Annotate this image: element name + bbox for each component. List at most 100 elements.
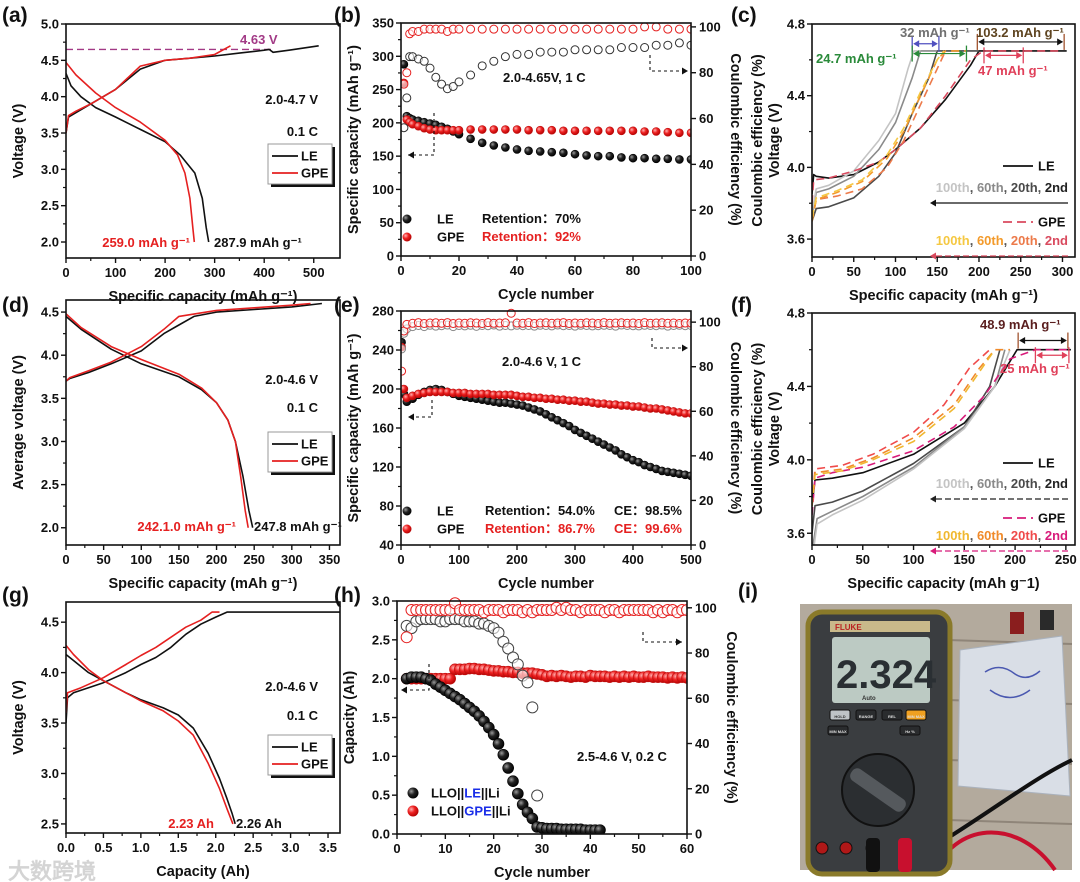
data-point-gpe-ce bbox=[674, 24, 684, 34]
legend-cycle-part: 100th bbox=[936, 476, 970, 491]
y-tick-label: 2.5 bbox=[41, 477, 59, 492]
arrowhead-icon bbox=[978, 38, 985, 46]
y-tick-label: 300 bbox=[372, 49, 394, 64]
y-tick-label: 200 bbox=[372, 115, 394, 130]
x-tick-label: 0 bbox=[62, 552, 69, 567]
x-tick-label: 200 bbox=[154, 265, 176, 280]
y-axis-label: Average voltage (V) bbox=[11, 355, 27, 490]
x-tick-label: 300 bbox=[564, 552, 586, 567]
x-tick-label: 0 bbox=[62, 265, 69, 280]
x-tick-label: 250 bbox=[243, 552, 265, 567]
data-point-le-ce bbox=[512, 49, 522, 59]
x-tick-label: 200 bbox=[968, 264, 990, 279]
y-tick-label: 2.0 bbox=[41, 235, 59, 250]
data-point-le-ce bbox=[500, 52, 510, 62]
y-tick-label: 4.0 bbox=[41, 348, 59, 363]
series-line-le-charge bbox=[66, 302, 322, 382]
y2-axis-label: Coulombic efficiency (%) bbox=[727, 342, 743, 515]
pouch-cell-marking bbox=[984, 666, 1041, 699]
data-point-gpe-capacity bbox=[489, 125, 499, 134]
x-tick-label: 60 bbox=[680, 841, 694, 856]
legend-marker bbox=[402, 506, 412, 516]
data-point-le-capacity bbox=[628, 153, 638, 163]
x-tick-label: 100 bbox=[680, 263, 702, 278]
series-line-le-20th bbox=[812, 349, 1001, 534]
x-tick-label: 500 bbox=[303, 265, 325, 280]
data-point-le-ce bbox=[582, 45, 592, 55]
multimeter-button bbox=[905, 709, 927, 721]
y2-tick-label: 40 bbox=[699, 157, 713, 172]
dial-pointer bbox=[850, 768, 906, 812]
data-point-gpe-capacity bbox=[640, 127, 649, 136]
chart-panel-f: 0 50 100 150 200 250 3.6 4.0 4.4 4.8 Specific capa… bbox=[750, 306, 1077, 593]
data-point-le-capacity bbox=[663, 154, 673, 164]
annotation-label: 0.1 C bbox=[287, 124, 319, 139]
data-point-le-ce bbox=[511, 658, 524, 671]
series-line-le-60th bbox=[812, 349, 1006, 545]
data-point-gpe-ce bbox=[570, 24, 580, 34]
annotation-label: 2.0-4.65V, 1 C bbox=[503, 70, 586, 85]
data-point-le-ce bbox=[547, 47, 557, 57]
series-line-gpe-100th bbox=[812, 349, 996, 506]
legend-cycle-part: 2nd bbox=[1045, 233, 1068, 248]
data-point-gpe-capacity bbox=[524, 125, 533, 135]
arrowhead-icon bbox=[1057, 38, 1064, 46]
legend-cycle-part: , bbox=[1038, 476, 1045, 491]
series-line-gpe-20th bbox=[812, 349, 991, 506]
plot-frame bbox=[65, 23, 341, 259]
data-point-le-ce bbox=[521, 676, 534, 689]
data-point-gpe-capacity bbox=[535, 125, 545, 135]
data-point-gpe-ce bbox=[582, 24, 592, 34]
data-point-gpe-ce bbox=[686, 318, 691, 328]
y-tick-label: 4.5 bbox=[41, 305, 59, 320]
x-tick-label: 300 bbox=[204, 265, 226, 280]
annotation-label: 32 mAh g⁻¹ bbox=[900, 25, 970, 40]
arrowhead-icon bbox=[1060, 337, 1067, 345]
series-line-le-2nd bbox=[812, 348, 1071, 506]
data-point-gpe-ce bbox=[640, 22, 650, 32]
legend-cycle-part: 20th bbox=[1011, 528, 1038, 543]
data-point-le-capacity bbox=[512, 145, 522, 154]
plot-area bbox=[812, 348, 1071, 545]
x-tick-label: 1.0 bbox=[132, 840, 150, 855]
plot-frame bbox=[811, 312, 1076, 546]
arrowhead-icon bbox=[913, 40, 920, 48]
data-point-gpe-capacity bbox=[477, 125, 487, 134]
data-point-le-ce bbox=[674, 38, 684, 48]
arrowhead-icon bbox=[913, 50, 920, 58]
input-jack bbox=[839, 841, 853, 855]
data-point-le-capacity bbox=[492, 738, 505, 750]
x-axis-label: Cycle number bbox=[498, 287, 594, 303]
y-tick-label: 1.5 bbox=[372, 710, 390, 725]
data-point-le-capacity bbox=[487, 728, 500, 741]
y-tick-label: 2.0 bbox=[372, 671, 390, 686]
annotation-label: 2.5-4.6 V, 0.2 C bbox=[577, 749, 667, 764]
y-tick-label: 4.0 bbox=[41, 665, 59, 680]
series-line-gpe-charge bbox=[66, 45, 231, 134]
y-axis-label: Specific capacity (mAh g⁻¹) bbox=[346, 45, 362, 234]
multimeter-button bbox=[827, 725, 849, 736]
y-tick-label: 100 bbox=[372, 182, 394, 197]
x-tick-label: 0 bbox=[808, 552, 815, 567]
legend-cycle-part: 100th bbox=[936, 233, 970, 248]
legend-box bbox=[267, 143, 333, 185]
legend-box bbox=[267, 734, 333, 776]
series-line-le-charge bbox=[66, 45, 319, 134]
legend-cycle-part: , bbox=[970, 476, 977, 491]
data-point-gpe-capacity bbox=[651, 127, 661, 136]
annotation-label: 103.2 mAh g⁻¹ bbox=[976, 25, 1064, 40]
y-tick-label: 3.0 bbox=[41, 162, 59, 177]
data-point-gpe-capacity bbox=[663, 127, 673, 137]
y2-tick-label: 60 bbox=[699, 404, 713, 419]
data-point-gpe-ce bbox=[512, 24, 522, 34]
data-point-le-ce bbox=[454, 77, 464, 87]
annotation-label: Retention：86.7% bbox=[485, 521, 595, 536]
legend-label: LE bbox=[437, 504, 454, 519]
y2-axis-label: Coulombic efficiency (%) bbox=[727, 53, 743, 226]
series-line-gpe-discharge bbox=[66, 644, 234, 825]
legend-cycle-part: , bbox=[970, 180, 977, 195]
x-tick-label: 20 bbox=[486, 841, 500, 856]
data-point-gpe-ce bbox=[558, 24, 568, 34]
x-tick-label: 150 bbox=[168, 552, 190, 567]
data-point-le-capacity bbox=[582, 151, 591, 160]
